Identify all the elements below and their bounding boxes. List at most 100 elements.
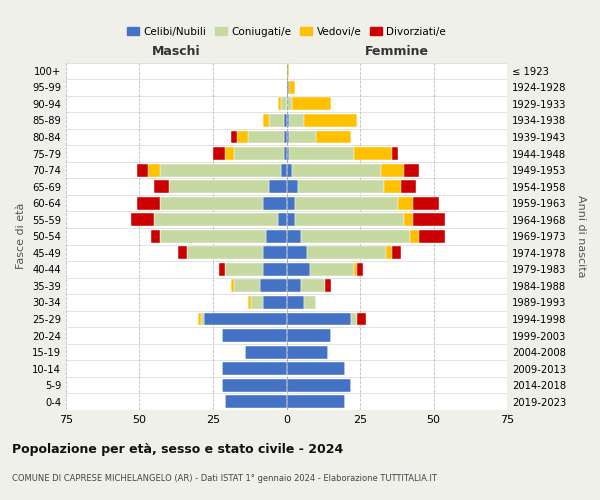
Y-axis label: Anni di nascita: Anni di nascita [576, 195, 586, 278]
Bar [292, 164, 380, 176]
Bar [281, 164, 287, 176]
Bar [266, 230, 287, 242]
Bar [354, 263, 357, 276]
Bar [278, 213, 287, 226]
Bar [284, 114, 287, 127]
Bar [307, 246, 386, 260]
Bar [222, 378, 287, 392]
Bar [178, 246, 187, 260]
Bar [201, 312, 204, 326]
Bar [289, 114, 304, 127]
Y-axis label: Fasce di età: Fasce di età [16, 203, 26, 270]
Bar [287, 280, 301, 292]
Bar [263, 114, 269, 127]
Bar [287, 213, 295, 226]
Bar [383, 180, 401, 193]
Bar [263, 296, 287, 309]
Bar [316, 130, 351, 143]
Bar [287, 64, 289, 77]
Bar [233, 280, 260, 292]
Bar [263, 246, 287, 260]
Bar [287, 114, 289, 127]
Bar [148, 164, 160, 176]
Bar [392, 246, 401, 260]
Bar [287, 246, 307, 260]
Bar [287, 296, 304, 309]
Bar [310, 263, 354, 276]
Bar [287, 362, 346, 375]
Bar [198, 312, 201, 326]
Bar [284, 130, 287, 143]
Bar [289, 147, 354, 160]
Bar [413, 196, 439, 209]
Bar [287, 230, 301, 242]
Bar [260, 280, 287, 292]
Text: Maschi: Maschi [152, 44, 200, 58]
Bar [219, 263, 225, 276]
Bar [131, 213, 154, 226]
Bar [301, 230, 410, 242]
Bar [263, 263, 287, 276]
Bar [222, 329, 287, 342]
Bar [287, 378, 351, 392]
Bar [398, 196, 413, 209]
Bar [287, 130, 289, 143]
Bar [213, 147, 225, 160]
Bar [413, 213, 445, 226]
Bar [289, 130, 316, 143]
Bar [269, 114, 284, 127]
Bar [154, 180, 169, 193]
Bar [289, 81, 295, 94]
Bar [225, 263, 263, 276]
Bar [287, 147, 289, 160]
Bar [225, 147, 233, 160]
Bar [351, 312, 357, 326]
Bar [151, 230, 160, 242]
Bar [269, 180, 287, 193]
Bar [187, 246, 263, 260]
Bar [404, 213, 413, 226]
Bar [357, 263, 363, 276]
Bar [287, 98, 292, 110]
Bar [281, 98, 287, 110]
Bar [386, 246, 392, 260]
Bar [287, 312, 351, 326]
Text: Popolazione per età, sesso e stato civile - 2024: Popolazione per età, sesso e stato civil… [12, 442, 343, 456]
Text: COMUNE DI CAPRESE MICHELANGELO (AR) - Dati ISTAT 1° gennaio 2024 - Elaborazione : COMUNE DI CAPRESE MICHELANGELO (AR) - Da… [12, 474, 437, 483]
Bar [248, 130, 284, 143]
Bar [169, 180, 269, 193]
Text: Femmine: Femmine [365, 44, 429, 58]
Bar [304, 114, 357, 127]
Bar [263, 196, 287, 209]
Legend: Celibi/Nubili, Coniugati/e, Vedovi/e, Divorziati/e: Celibi/Nubili, Coniugati/e, Vedovi/e, Di… [123, 22, 450, 41]
Bar [287, 346, 328, 358]
Bar [287, 396, 346, 408]
Bar [301, 280, 325, 292]
Bar [404, 164, 419, 176]
Bar [295, 213, 404, 226]
Bar [410, 230, 419, 242]
Bar [292, 98, 331, 110]
Bar [401, 180, 416, 193]
Bar [419, 230, 445, 242]
Bar [287, 263, 310, 276]
Bar [236, 130, 248, 143]
Bar [245, 346, 287, 358]
Bar [325, 280, 331, 292]
Bar [287, 180, 298, 193]
Bar [230, 280, 233, 292]
Bar [251, 296, 263, 309]
Bar [137, 196, 160, 209]
Bar [225, 396, 287, 408]
Bar [160, 164, 281, 176]
Bar [380, 164, 404, 176]
Bar [222, 362, 287, 375]
Bar [357, 312, 366, 326]
Bar [160, 230, 266, 242]
Bar [137, 164, 148, 176]
Bar [287, 196, 295, 209]
Bar [278, 98, 281, 110]
Bar [154, 213, 278, 226]
Bar [287, 164, 292, 176]
Bar [304, 296, 316, 309]
